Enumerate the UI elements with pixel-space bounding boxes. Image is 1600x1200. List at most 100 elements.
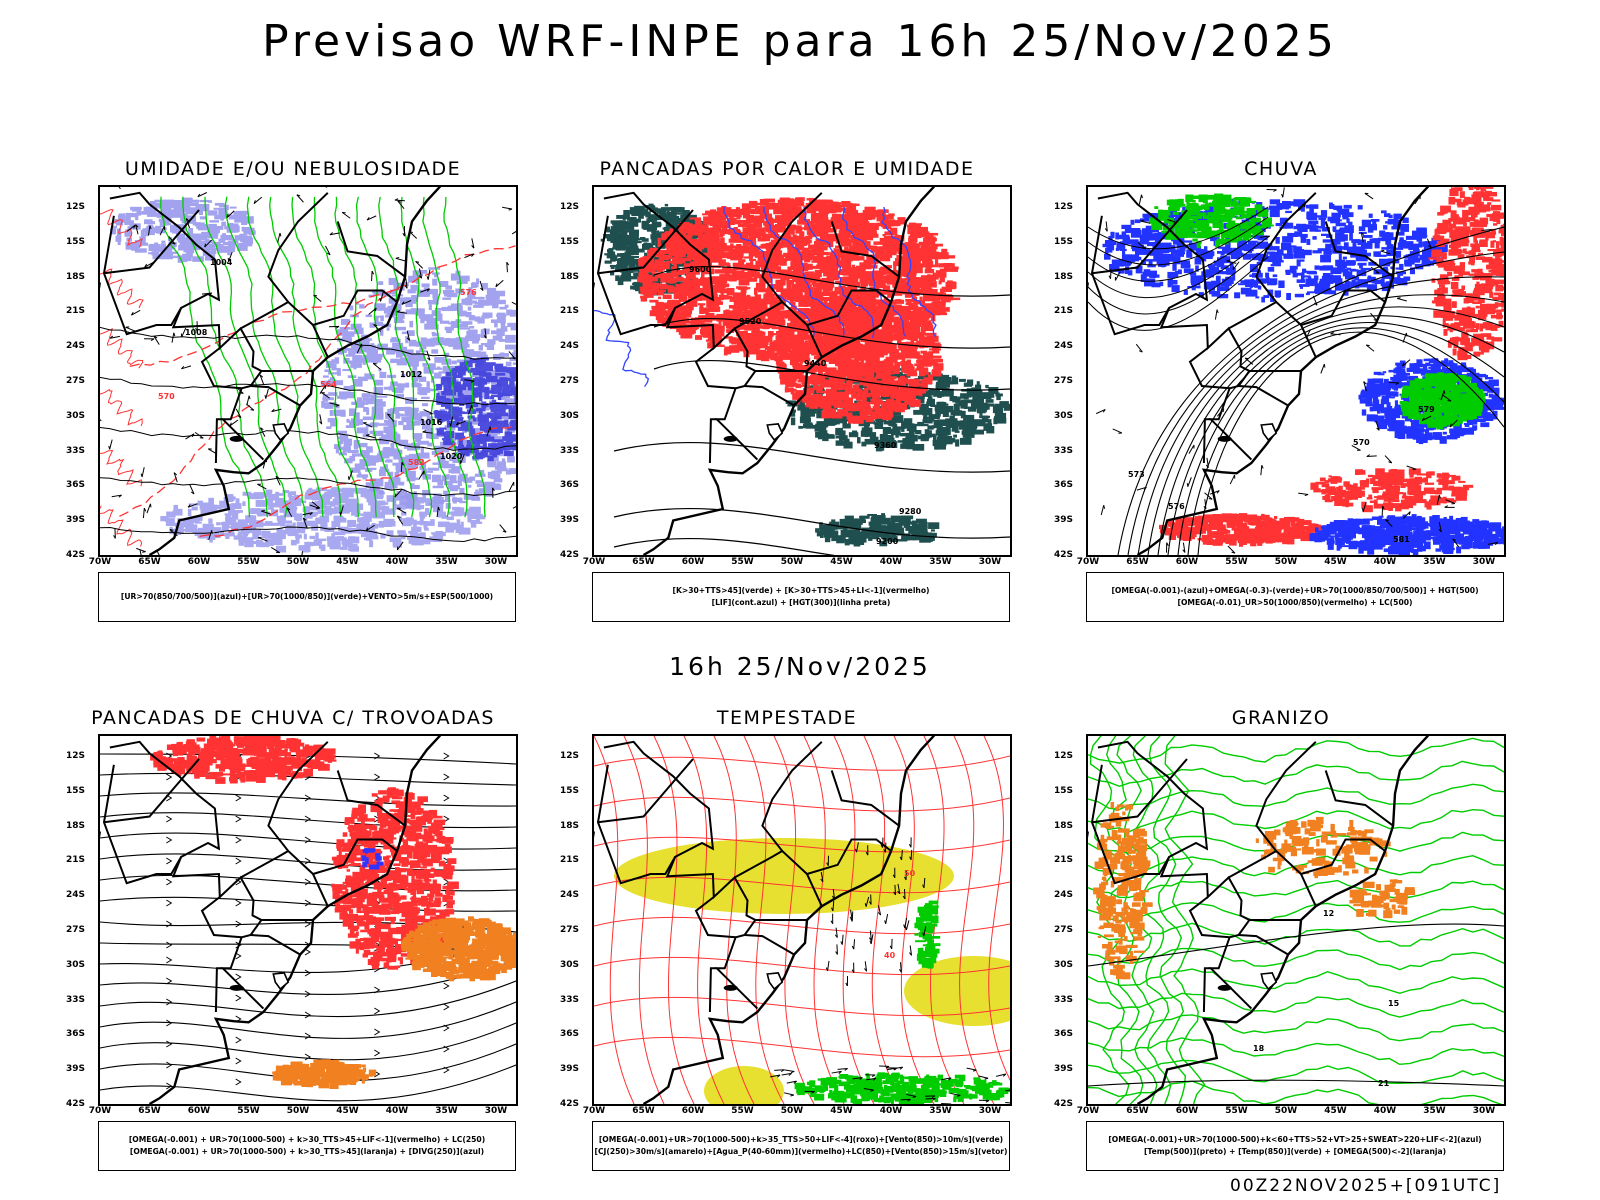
low-level-humidity-contour xyxy=(204,196,288,518)
temp850-contour xyxy=(1148,736,1187,1104)
lon-tick-label: 40W xyxy=(1373,1106,1397,1116)
water-contour xyxy=(594,916,1010,935)
lon-tick-label: 70W xyxy=(88,557,112,567)
temp850-contour xyxy=(1088,1014,1504,1042)
lat-tick-label: 18S xyxy=(1054,271,1074,282)
panel-title: PANCADAS POR CALOR E UMIDADE xyxy=(599,158,975,180)
lat-tick-label: 33S xyxy=(66,994,86,1005)
lat-tick-label: 24S xyxy=(66,341,86,352)
water-contour xyxy=(594,836,1010,853)
lon-tick-label: 60W xyxy=(681,557,705,567)
temp850-contour xyxy=(1088,783,1504,811)
geography xyxy=(1088,187,1435,555)
water-contour xyxy=(803,736,845,1104)
lat-tick-label: 12S xyxy=(560,202,580,212)
lifted-index-contour xyxy=(842,206,907,337)
lon-tick-label: 65W xyxy=(1126,557,1149,567)
lat-tick-label: 24S xyxy=(560,341,580,352)
lon-tick-label: 50W xyxy=(1274,1106,1298,1116)
legend-text: [OMEGA(-0.001)+UR>70(1000-500)+k>35_TTS>… xyxy=(598,1135,1004,1144)
contour-label: 9600 xyxy=(689,265,712,274)
thickness-dashed xyxy=(129,245,516,368)
water-contour xyxy=(773,736,815,1104)
lat-tick-label: 27S xyxy=(1054,925,1074,935)
lon-tick-label: 65W xyxy=(138,557,161,567)
temp850-contour xyxy=(1088,902,1504,923)
hgt300-contour xyxy=(653,317,1010,349)
lat-tick-label: 27S xyxy=(560,376,580,386)
thickness-contour xyxy=(100,327,144,369)
lat-tick-label: 36S xyxy=(1054,480,1074,491)
lon-tick-label: 60W xyxy=(681,1106,705,1116)
unstable-area xyxy=(815,513,940,547)
lat-tick-label: 24S xyxy=(560,890,580,901)
legend-text: [UR>70(850/700/500)](azul)+[UR>70(1000/8… xyxy=(120,592,494,601)
omega500-area xyxy=(1349,879,1415,919)
contour-label: 21 xyxy=(1378,1079,1390,1088)
water-contour xyxy=(594,796,1010,812)
lon-tick-label: 30W xyxy=(484,1106,508,1116)
lat-tick-label: 36S xyxy=(560,480,580,491)
omega500-area xyxy=(1093,802,1153,980)
lon-tick-label: 65W xyxy=(632,557,655,567)
lat-tick-label: 21S xyxy=(1054,855,1074,866)
lon-tick-label: 45W xyxy=(336,557,359,567)
lon-tick-label: 45W xyxy=(1324,557,1347,567)
contour-label: 15 xyxy=(1388,999,1400,1008)
contour-label: 9200 xyxy=(876,537,899,546)
southern-humidity-area xyxy=(160,487,486,553)
temp500-contour xyxy=(1088,1079,1504,1087)
hgt500-contour xyxy=(1088,216,1269,266)
lon-tick-label: 35W xyxy=(1423,557,1446,567)
lat-tick-label: 39S xyxy=(560,515,580,526)
hgt300-contour xyxy=(613,537,835,555)
panel-title: UMIDADE E/OU NEBULOSIDADE xyxy=(124,158,462,180)
lon-tick-label: 65W xyxy=(632,1106,655,1116)
low-level-humidity-contour xyxy=(246,196,324,517)
water-contour xyxy=(594,736,635,1104)
lon-tick-label: 70W xyxy=(1076,557,1100,567)
map-frame: 50 40 xyxy=(592,734,1012,1106)
lat-tick-label: 21S xyxy=(1054,306,1074,317)
lat-tick-label: 42S xyxy=(560,1099,580,1109)
contour-label: 570 xyxy=(1353,438,1370,447)
hgt300-contour xyxy=(613,507,1010,539)
lat-tick-label: 24S xyxy=(1054,341,1074,352)
lon-tick-label: 55W xyxy=(731,557,754,567)
geography xyxy=(1088,736,1435,1104)
contour-label: 1020 xyxy=(440,452,463,461)
map-plot: 12 15 18 21 xyxy=(1088,736,1504,1104)
lon-tick-label: 65W xyxy=(138,1106,161,1116)
legend-box: [OMEGA(-0.001)+UR>70(1000-500)+k>35_TTS>… xyxy=(592,1121,1010,1171)
contour-label: 1004 xyxy=(210,258,233,267)
lat-tick-label: 15S xyxy=(1054,785,1074,796)
panel-title: TEMPESTADE xyxy=(716,707,858,729)
lon-tick-label: 55W xyxy=(731,1106,754,1116)
low-level-humidity-contour xyxy=(334,196,395,518)
temp850-contour xyxy=(1088,854,1504,877)
contour-label: 581 xyxy=(1393,535,1410,544)
lon-tick-label: 40W xyxy=(385,1106,409,1116)
lat-tick-label: 30S xyxy=(1054,410,1074,421)
map-frame: 570 573 576 579 581 xyxy=(1086,185,1506,557)
lat-tick-label: 27S xyxy=(66,376,86,386)
lat-tick-label: 12S xyxy=(66,751,86,761)
legend-box: [OMEGA(-0.001) + UR>70(1000-500) + k>30_… xyxy=(98,1121,516,1171)
legend-text: [OMEGA(-0.001)+UR>70(1000-500)+k<60+TTS>… xyxy=(1108,1135,1482,1144)
legend-text: [OMEGA(-0.001) + UR>70(1000-500) + k>30_… xyxy=(128,1135,486,1144)
lon-tick-label: 55W xyxy=(1225,1106,1248,1116)
legend-text: [K>30+TTS>45](verde) + [K>30+TTS>45+LI<-… xyxy=(672,586,930,595)
low-level-humidity-contour xyxy=(355,196,415,518)
geography xyxy=(594,187,941,555)
legend-text: [OMEGA(-0.01)_UR>50(1000/850)(vermelho) … xyxy=(1177,598,1413,607)
lat-tick-label: 24S xyxy=(66,890,86,901)
legend-box: [OMEGA(-0.001)+UR>70(1000-500)+k<60+TTS>… xyxy=(1086,1121,1504,1171)
panel-title: PANCADAS DE CHUVA C/ TROVOADAS xyxy=(91,707,495,729)
low-level-humidity-contour xyxy=(400,196,450,518)
contour-label: 576 xyxy=(460,288,477,297)
hgt500-contour xyxy=(1088,206,1269,250)
lat-tick-label: 33S xyxy=(560,445,580,456)
thickness-dashed xyxy=(119,287,402,517)
temp850-contour xyxy=(1088,737,1504,764)
